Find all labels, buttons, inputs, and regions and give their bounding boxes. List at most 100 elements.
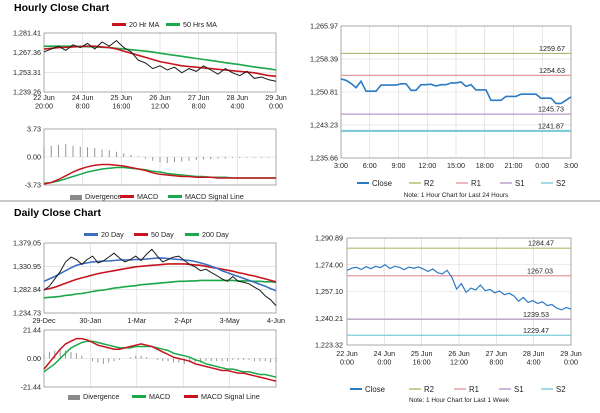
hourly-price-ytick: 1,253.31 xyxy=(13,68,41,77)
daily-pivot-s1-value: 1239.53 xyxy=(523,310,549,319)
daily-pivot-frame xyxy=(346,237,572,346)
legend-hourly-macd-swatch xyxy=(120,195,134,198)
daily-macd-ytick: 0.00 xyxy=(27,354,41,363)
legend-daily-macd-label: MACD xyxy=(149,392,170,401)
daily-price-ytick: 1,282.84 xyxy=(13,285,41,294)
legend-hourly-macd-signal-label: MACD Signal Line xyxy=(185,192,244,201)
hourly-pivot-s2-value: 1241.87 xyxy=(538,121,564,130)
daily-price-xtick: 3-May xyxy=(220,316,240,325)
daily-section-title: Daily Close Chart xyxy=(14,207,101,219)
hourly-macd-ytick: 3.73 xyxy=(27,125,41,134)
daily-price-ytick: 1,234.73 xyxy=(13,309,41,318)
hourly-pivot-xtick: 15:00 xyxy=(447,161,465,170)
hourly-pivot-r1-value: 1254.63 xyxy=(539,66,565,75)
legend-hourly-divergence-swatch xyxy=(70,195,82,200)
legend-daily-divergence-swatch xyxy=(68,395,80,400)
legend-20hr-ma-swatch xyxy=(112,23,126,26)
hourly-pivot-xtick: 9:00 xyxy=(392,161,406,170)
hourly-pivot-xtick: 6:00 xyxy=(363,161,377,170)
daily-price-ytick: 1,379.05 xyxy=(13,239,41,248)
daily-50-day-line xyxy=(43,263,277,291)
hourly-price-xtick: 26 Jun 12:00 xyxy=(149,93,171,111)
daily-macd-line xyxy=(43,337,277,382)
daily-pivot-s2-value: 1229.47 xyxy=(523,326,549,335)
daily-price-frame xyxy=(43,242,277,314)
daily-pivot-ytick: 1,223.32 xyxy=(315,341,343,350)
hourly-price-ytick: 1,239.26 xyxy=(13,88,41,97)
legend-daily-pivot-close-label: Close xyxy=(365,385,385,394)
hourly-price-frame xyxy=(43,32,277,93)
hourly-pivot-xtick: 3:00 xyxy=(564,161,578,170)
hourly-pivot-xtick: 3:00 xyxy=(334,161,348,170)
legend-hourly-pivot-close-label: Close xyxy=(372,179,392,188)
hourly-pivot-ytick: 1,250.81 xyxy=(310,88,338,97)
hourly-pivot-note: Note: 1 Hour Chart for Last 24 Hours xyxy=(404,192,508,199)
hourly-price-xtick: 27 Jun 8:00 xyxy=(188,93,210,111)
legend-daily-pivot-r2-label: R2 xyxy=(424,385,434,394)
daily-pivot-ytick: 1,257.10 xyxy=(315,287,343,296)
legend-20-day-label: 20 Day xyxy=(101,230,124,239)
legend-daily-macd-signal-label: MACD Signal Line xyxy=(201,392,260,401)
legend-20hr-ma-label: 20 Hr MA xyxy=(129,20,160,29)
daily-price-ytick: 1,330.95 xyxy=(13,262,41,271)
daily-pivot-xtick: 28 Jun 4:00 xyxy=(523,349,545,367)
daily-pivot-r2-value: 1284.47 xyxy=(528,239,554,248)
legend-hourly-macd-label: MACD xyxy=(137,192,158,201)
hourly-close-line xyxy=(340,78,572,105)
daily-close-line xyxy=(346,263,572,311)
daily-pivot-ytick: 1,240.21 xyxy=(315,314,343,323)
hourly-price-xtick: 24 Jun 8:00 xyxy=(72,93,94,111)
daily-macd-ytick: -21.44 xyxy=(21,383,41,392)
daily-pivot-r1-value: 1267.03 xyxy=(527,266,553,275)
hourly-price-ytick: 1,267.36 xyxy=(13,48,41,57)
hourly-price-xtick: 28 Jun 4:00 xyxy=(227,93,249,111)
hourly-pivot-ytick: 1,243.23 xyxy=(310,121,338,130)
daily-20-day-line xyxy=(43,257,277,292)
legend-50-day-label: 50 Day xyxy=(151,230,174,239)
daily-pivot-ytick: 1,274.00 xyxy=(315,260,343,269)
legend-50hrs-ma-label: 50 Hrs MA xyxy=(183,20,217,29)
hourly-pivot-r2-value: 1259.67 xyxy=(539,44,565,53)
hourly-pivot-ytick: 1,235.66 xyxy=(310,154,338,163)
hourly-price-xtick: 22 Jun 20:00 xyxy=(33,93,55,111)
legend-daily-divergence-label: Divergence xyxy=(83,392,119,401)
daily-pivot-xtick: 26 Jun 12:00 xyxy=(448,349,470,367)
legend-hourly-pivot-r1-label: R1 xyxy=(471,179,481,188)
daily-200-day-line xyxy=(43,279,277,299)
hourly-pivot-xtick: 12:00 xyxy=(418,161,436,170)
hourly-pivot-xtick: 21:00 xyxy=(505,161,523,170)
legend-50-day-swatch xyxy=(134,233,148,236)
daily-price-line xyxy=(43,248,277,306)
hourly-pivot-s1-value: 1245.73 xyxy=(538,105,564,114)
daily-price-xtick: 2-Apr xyxy=(174,316,192,325)
daily-pivot-xtick: 24 Jun 0:00 xyxy=(374,349,396,367)
daily-pivot-xtick: 27 Jun 8:00 xyxy=(486,349,508,367)
legend-daily-pivot-s2-label: S2 xyxy=(556,385,566,394)
legend-hourly-pivot-r2-label: R2 xyxy=(424,179,434,188)
legend-daily-pivot-s1-label: S1 xyxy=(514,385,524,394)
legend-hourly-pivot-s1-label: S1 xyxy=(515,179,525,188)
legend-hourly-divergence-label: Divergence xyxy=(85,192,121,201)
hourly-price-xtick: 25 Jun 16:00 xyxy=(111,93,133,111)
legend-200-day-label: 200 Day xyxy=(202,230,229,239)
hourly-pivot-ytick: 1,265.97 xyxy=(310,22,338,31)
daily-pivot-xtick: 29 Jun 0:00 xyxy=(560,349,582,367)
legend-daily-macd-swatch xyxy=(132,395,146,398)
daily-price-xtick: 4-Jun xyxy=(267,316,285,325)
hourly-macd-line xyxy=(43,163,276,185)
hourly-price-ytick: 1,281.41 xyxy=(13,29,41,38)
section-divider xyxy=(0,200,600,202)
daily-pivot-note: Note: 1 Hour Chart for Last 1 Week xyxy=(409,397,510,404)
hourly-macd-ytick: -3.73 xyxy=(25,181,41,190)
legend-hourly-macd-signal-swatch xyxy=(168,195,182,198)
legend-hourly-pivot-s2-label: S2 xyxy=(556,179,566,188)
daily-price-xtick: 29-Dec xyxy=(32,316,56,325)
hourly-price-line xyxy=(43,39,277,82)
daily-macd-signal-line xyxy=(43,340,277,378)
legend-daily-macd-signal-swatch xyxy=(184,395,198,398)
legend-daily-pivot-r1-label: R1 xyxy=(469,385,479,394)
hourly-pivot-frame xyxy=(340,25,572,159)
daily-price-xtick: 30-Jan xyxy=(79,316,101,325)
hourly-price-xtick: 29 Jun 0:00 xyxy=(265,93,287,111)
